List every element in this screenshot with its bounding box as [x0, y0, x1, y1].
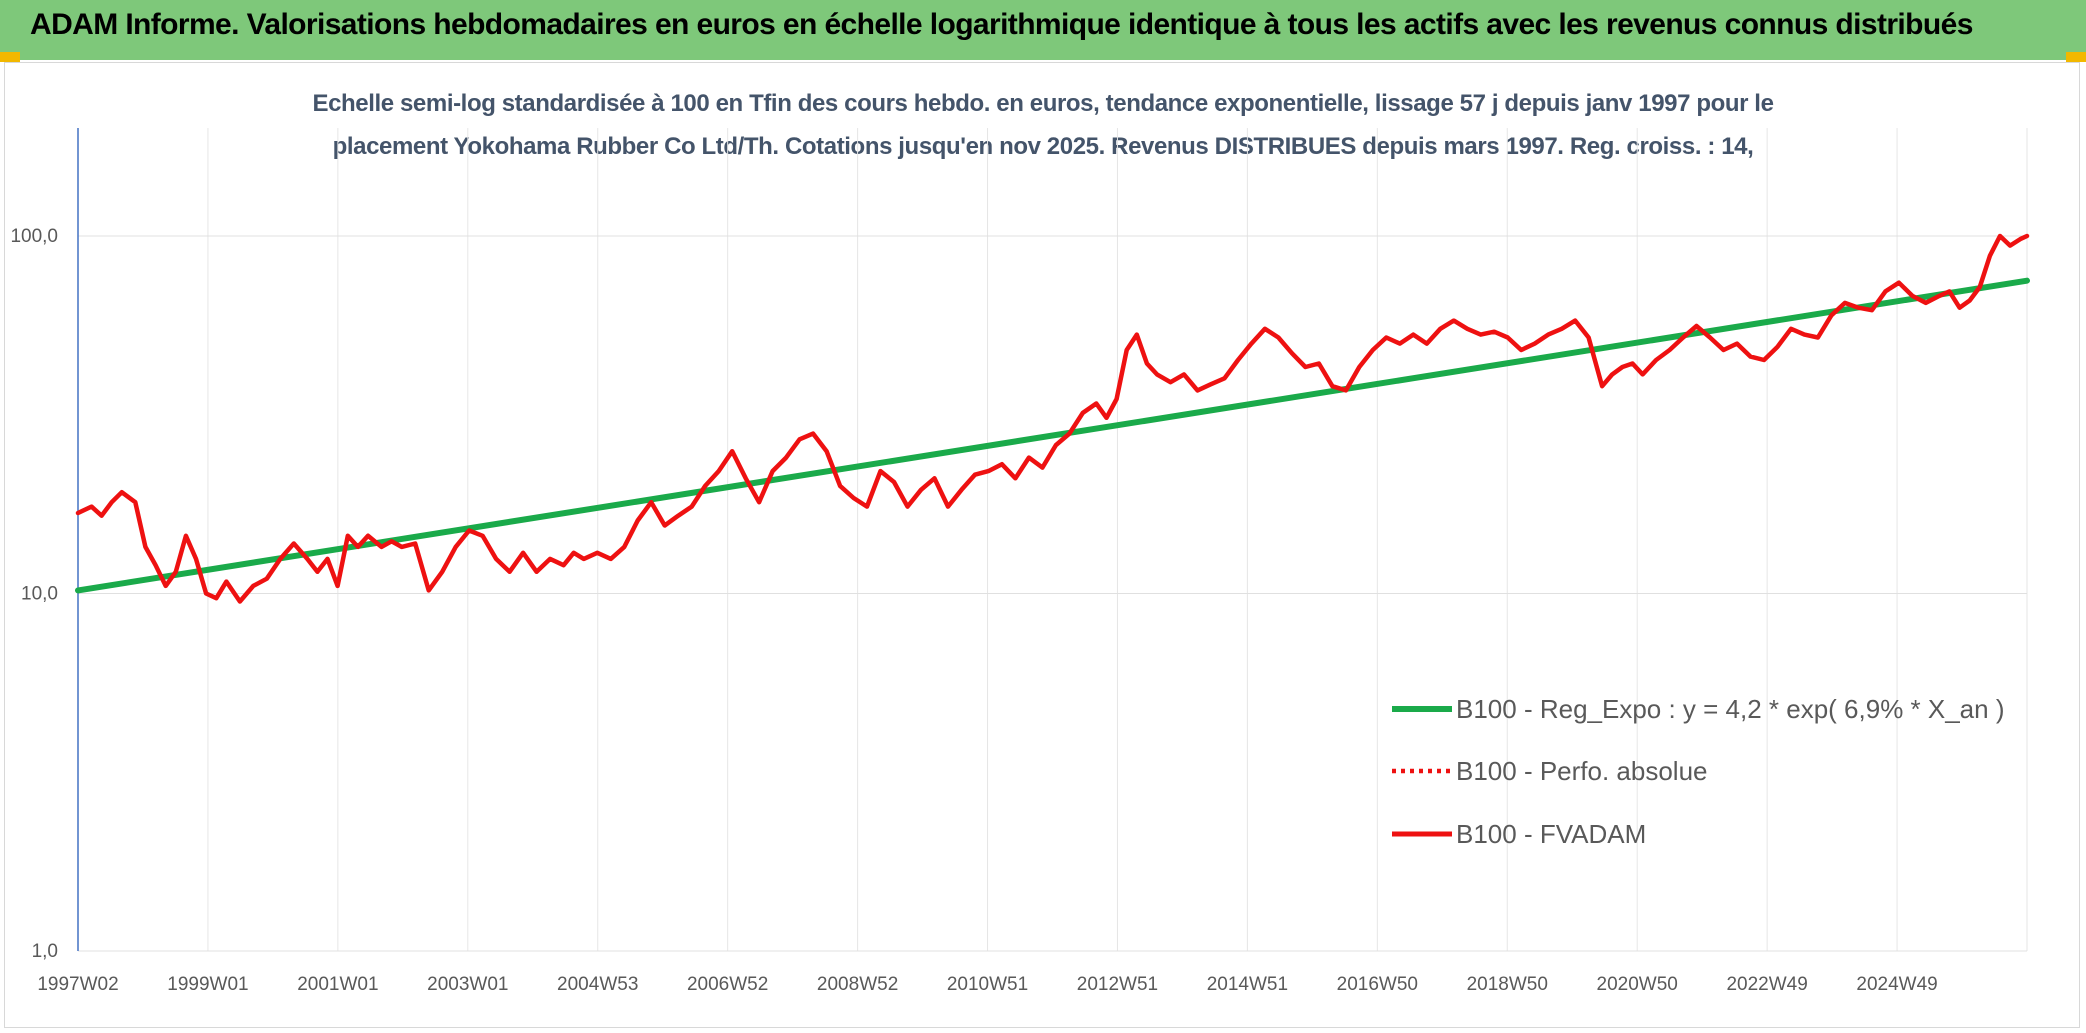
legend-label: B100 - FVADAM	[1456, 819, 1646, 849]
x-tick-label: 2003W01	[427, 974, 508, 995]
legend-label: B100 - Reg_Expo : y = 4,2 * exp( 6,9% * …	[1456, 694, 2005, 724]
x-axis-ticks: 1997W02 1999W01 2001W01 2003W01 2004W53 2006W…	[37, 974, 1937, 995]
x-tick-label: 2006W52	[687, 974, 768, 995]
y-tick-label: 100,0	[10, 226, 58, 247]
series-reg-expo-line	[75, 277, 2030, 594]
x-tick-label: 2016W50	[1337, 974, 1418, 995]
x-tick-label: 2012W51	[1077, 974, 1158, 995]
corner-marker-right	[2066, 52, 2086, 62]
legend-item-reg-expo: B100 - Reg_Expo : y = 4,2 * exp( 6,9% * …	[1392, 694, 2005, 724]
x-tick-label: 1999W01	[167, 974, 248, 995]
chart-subtitle-line-2: placement Yokohama Rubber Co Ltd/Th. Cot…	[332, 133, 1754, 160]
x-tick-label: 2014W51	[1207, 974, 1288, 995]
y-tick-label: 1,0	[32, 941, 58, 962]
x-tick-label: 2020W50	[1597, 974, 1678, 995]
x-tick-label: 1997W02	[37, 974, 118, 995]
x-tick-label: 2010W51	[947, 974, 1028, 995]
legend-item-fvadam: B100 - FVADAM	[1392, 819, 1646, 849]
report-header: ADAM Informe. Valorisations hebdomadaire…	[0, 0, 2086, 60]
legend: B100 - Reg_Expo : y = 4,2 * exp( 6,9% * …	[1392, 694, 2005, 849]
x-tick-label: 2001W01	[297, 974, 378, 995]
legend-label: B100 - Perfo. absolue	[1456, 756, 1708, 786]
y-axis-ticks: 1,0 10,0 100,0	[10, 226, 58, 962]
chart-subtitle-line-1: Echelle semi-log standardisée à 100 en T…	[312, 90, 1774, 117]
x-tick-label: 2008W52	[817, 974, 898, 995]
horizontal-gridlines	[78, 235, 2027, 952]
x-tick-label: 2018W50	[1467, 974, 1548, 995]
series-layer	[75, 233, 2030, 604]
chart-frame	[4, 62, 2080, 1028]
vertical-gridlines	[77, 128, 2028, 951]
y-tick-label: 10,0	[21, 584, 58, 605]
x-tick-label: 2004W53	[557, 974, 638, 995]
x-tick-label: 2024W49	[1856, 974, 1937, 995]
x-tick-label: 2022W49	[1726, 974, 1807, 995]
corner-marker-left	[0, 52, 20, 62]
legend-item-perfo-absolue: B100 - Perfo. absolue	[1392, 756, 1708, 786]
series-fvadam-line	[75, 233, 2030, 604]
report-title: ADAM Informe. Valorisations hebdomadaire…	[30, 8, 1973, 41]
